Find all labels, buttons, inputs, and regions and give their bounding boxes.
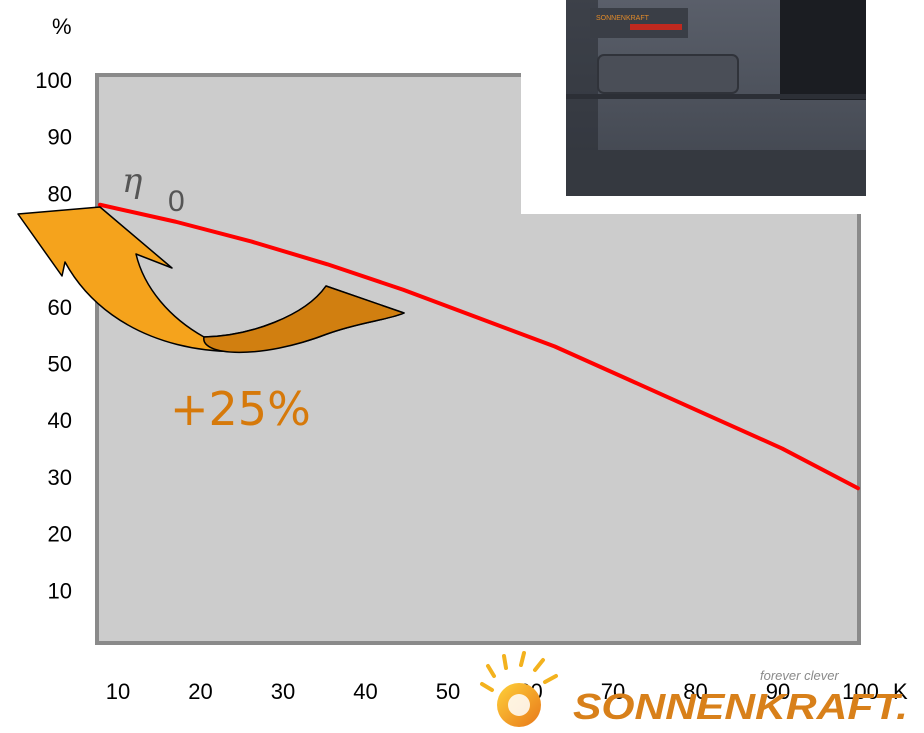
y-tick-label: 10 (48, 578, 72, 603)
eta-subscript: 0 (168, 185, 185, 218)
x-axis-unit: K (893, 679, 908, 704)
x-tick-label: 20 (188, 679, 212, 704)
x-tick-label: 10 (106, 679, 130, 704)
y-tick-label: 40 (48, 408, 72, 433)
gain-arrow-icon (17, 206, 405, 354)
brand-logo: SONNENKRAFT. forever clever (480, 651, 908, 727)
product-photo: SONNENKRAFT (521, 0, 866, 214)
x-tick-label: 30 (271, 679, 295, 704)
brand-tagline: forever clever (760, 668, 839, 683)
y-axis-unit: % (52, 14, 72, 39)
y-tick-label: 90 (48, 125, 72, 150)
x-tick-label: 40 (353, 679, 377, 704)
y-tick-label: 20 (48, 522, 72, 547)
y-tick-label: 80 (48, 181, 72, 206)
sun-icon (480, 651, 558, 727)
x-tick-label: 70 (601, 679, 625, 704)
efficiency-line (98, 202, 860, 491)
y-tick-label: 60 (48, 295, 72, 320)
y-tick-label: 100 (35, 68, 72, 93)
x-tick-label: 50 (436, 679, 460, 704)
x-tick-label: 100 (842, 679, 879, 704)
eta-symbol: η (122, 161, 143, 201)
y-axis-ticks: 102030405060708090100 (35, 68, 72, 603)
y-tick-label: 50 (48, 352, 72, 377)
brand-name: SONNENKRAFT. (573, 686, 908, 727)
product-label: SONNENKRAFT (596, 15, 650, 22)
y-tick-label: 30 (48, 465, 72, 490)
x-tick-label: 80 (683, 679, 707, 704)
gain-label: +25% (170, 382, 311, 436)
x-tick-label: 90 (766, 679, 790, 704)
